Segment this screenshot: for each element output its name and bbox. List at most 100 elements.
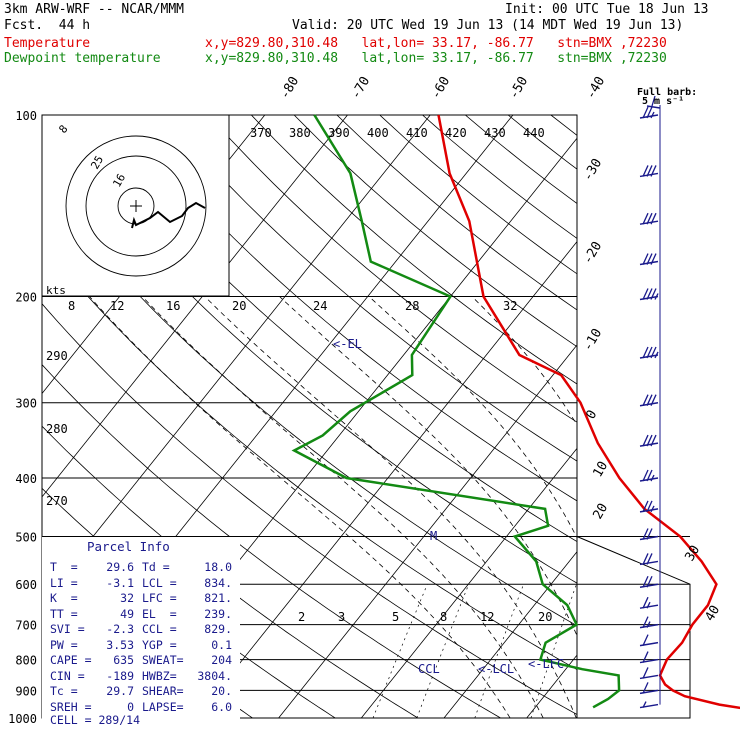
- wind-barb-flag: [646, 346, 653, 359]
- pressure-tick-label: 600: [15, 578, 37, 592]
- wind-barb-half: [646, 601, 651, 609]
- pressure-tick-label: 500: [15, 530, 37, 544]
- wind-barb-flag: [646, 253, 653, 265]
- dry-adiabat: [122, 115, 577, 502]
- dry-adiabat: [422, 115, 577, 239]
- wind-barb-flag: [646, 394, 653, 406]
- wind-barb-flag: [642, 575, 649, 588]
- isotherm-label: 40: [702, 603, 723, 624]
- wind-barb-flag: [646, 528, 653, 540]
- dry-adiabat: [594, 115, 740, 731]
- wind-barb-flag: [642, 288, 649, 300]
- mixing-ratio-line: [530, 584, 577, 718]
- parcel-row-2-col-3: 821.: [204, 591, 232, 605]
- wind-barb: [639, 651, 659, 664]
- parcel-info-box: Parcel Info T = 29.6 Td = 18.0 LI = -3.1 LCL =…: [42, 537, 240, 733]
- wind-barb: [639, 346, 659, 359]
- moist-adiabat-label: 20: [232, 299, 246, 313]
- wind-barb-flag: [642, 667, 649, 679]
- dry-adiabat: [42, 121, 577, 584]
- parcel-row-4-col-0: SVI =: [50, 622, 85, 636]
- wind-barb: [639, 596, 659, 609]
- wind-barb-half: [650, 111, 655, 119]
- parcel-row-5-col-0: PW =: [50, 637, 78, 652]
- mixing-ratio-label: 3: [338, 610, 345, 624]
- dry-adiabat: [465, 115, 577, 205]
- theta-label: 270: [46, 494, 68, 508]
- wind-barb-flag: [642, 106, 649, 119]
- wind-barb: [639, 253, 659, 266]
- theta-label: 440: [523, 126, 545, 140]
- frame-lower-right: [576, 536, 691, 719]
- parcel-row-9-col-1: 0: [127, 699, 134, 714]
- pressure-tick-label: 400: [15, 472, 37, 486]
- parcel-row-3-col-0: TT =: [50, 606, 78, 621]
- parcel-row-6-col-0: CAPE =: [50, 653, 92, 667]
- wind-barb: [639, 469, 659, 482]
- dry-adiabat: [507, 115, 577, 170]
- pressure-tick-label: 700: [15, 619, 37, 633]
- parcel-row-1-col-3: 834.: [204, 575, 232, 590]
- isotherm-label: -60: [428, 74, 453, 102]
- annotation-label: <-LCL: [478, 662, 514, 676]
- theta-label: 410: [406, 126, 428, 140]
- isotherm-label: -40: [583, 74, 608, 102]
- isotherm-label: 30: [682, 543, 703, 564]
- pressure-tick-label: 100: [15, 109, 37, 123]
- theta-label: 370: [250, 126, 272, 140]
- wind-barb-flag: [642, 165, 649, 177]
- dry-adiabat: [208, 115, 577, 423]
- parcel-row-8-col-0: Tc =: [50, 684, 78, 698]
- pressure-tick-label: 900: [15, 684, 37, 698]
- plot-frame: [41, 114, 578, 719]
- parcel-cell: CELL = 289/14: [50, 713, 141, 727]
- moist-adiabat-label: 8: [68, 299, 75, 313]
- dry-adiabat: [336, 115, 577, 311]
- wind-barb: [639, 528, 659, 541]
- wind-barb-half: [646, 621, 651, 628]
- mixing-ratio-line: [416, 584, 470, 718]
- parcel-row-7-col-0: CIN =: [50, 668, 85, 683]
- mixing-ratio-label: 12: [480, 610, 494, 624]
- model-title: 3km ARW-WRF -- NCAR/MMM: [4, 2, 185, 17]
- parcel-row-7-col-2: HWBZ=: [142, 668, 177, 683]
- moist-adiabat-label: 24: [313, 299, 327, 313]
- theta-label: 380: [289, 126, 311, 140]
- mixing-ratio-line: [582, 584, 625, 718]
- wind-barb-flag: [642, 346, 649, 359]
- dry-adiabat: [293, 115, 577, 348]
- wind-barb: [639, 701, 659, 709]
- parcel-row-4-col-2: CCL =: [142, 622, 177, 636]
- mixing-ratio-label: 8: [440, 610, 447, 624]
- wind-barb-flag: [650, 253, 657, 265]
- valid-time: Valid: 20 UTC Wed 19 Jun 13 (14 MDT Wed …: [292, 18, 684, 33]
- dry-adiabat: [79, 115, 577, 543]
- wind-barb: [639, 165, 659, 178]
- wind-barb: [639, 634, 659, 647]
- wind-barb-flag: [646, 575, 653, 588]
- parcel-row-9-col-0: SREH =: [50, 699, 92, 714]
- barb-legend-title: Full barb:: [637, 87, 697, 98]
- parcel-row-6-col-1: 635: [113, 653, 134, 667]
- theta-label: 290: [46, 349, 68, 363]
- wind-barb-flag: [650, 346, 657, 359]
- wind-barb: [639, 288, 659, 301]
- wind-barb-flag: [642, 634, 649, 646]
- wind-barb-flag: [642, 253, 649, 265]
- pressure-tick-label: 200: [15, 291, 37, 305]
- annotation-label: M: [430, 529, 437, 543]
- isotherm-label: 0: [583, 408, 600, 422]
- wind-barb-flag: [646, 500, 653, 513]
- moist-adiabat-label: 28: [405, 299, 419, 313]
- barb-legend-shaft: [646, 105, 661, 109]
- wind-barb: [639, 667, 659, 680]
- wind-barb-flag: [642, 500, 649, 513]
- temperature-legend: Temperature: [4, 36, 91, 51]
- barb-legend-sample: [646, 95, 661, 109]
- wind-barb-flag: [642, 469, 649, 482]
- parcel-row-8-col-3: 20.: [211, 684, 232, 698]
- pressure-tick-label: 1000: [8, 712, 37, 726]
- mixing-ratio-label: 2: [298, 610, 305, 624]
- wind-barb: [639, 434, 659, 447]
